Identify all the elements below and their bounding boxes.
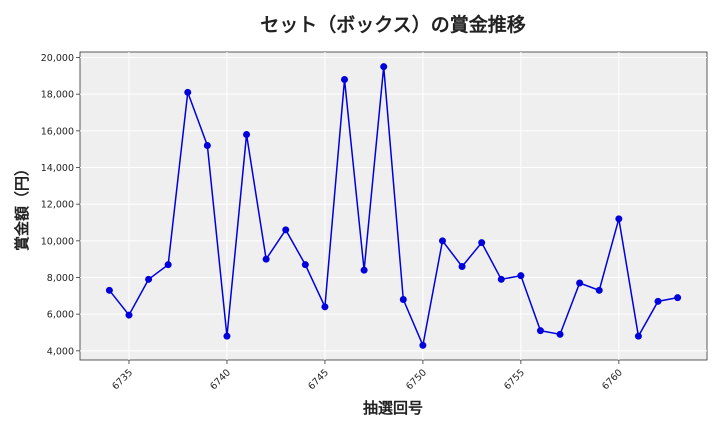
data-point bbox=[105, 286, 113, 294]
grid-lines bbox=[80, 52, 707, 360]
data-point bbox=[145, 275, 153, 283]
data-point bbox=[184, 88, 192, 96]
plot-area bbox=[79, 51, 708, 361]
data-point bbox=[478, 239, 486, 247]
x-tick-label: 6760 bbox=[600, 367, 625, 392]
data-point bbox=[576, 279, 584, 287]
data-point bbox=[458, 263, 466, 270]
data-point bbox=[615, 215, 623, 223]
data-point bbox=[243, 131, 251, 138]
y-tick-label: 8,000 bbox=[47, 273, 74, 284]
y-tick-label: 18,000 bbox=[41, 90, 74, 101]
chart-title: セット（ボックス）の賞金推移 bbox=[260, 13, 525, 36]
data-point bbox=[654, 297, 662, 305]
y-tick-label: 12,000 bbox=[41, 200, 74, 211]
x-tick-label: 6745 bbox=[306, 367, 331, 392]
data-point bbox=[536, 327, 544, 335]
data-point bbox=[321, 303, 329, 311]
data-point bbox=[341, 76, 349, 83]
x-tick-label: 6755 bbox=[502, 367, 527, 392]
y-tick-label: 20,000 bbox=[41, 53, 74, 64]
x-tick-label: 6750 bbox=[404, 367, 429, 392]
data-point bbox=[399, 296, 407, 303]
data-point bbox=[360, 266, 368, 274]
data-point bbox=[497, 275, 505, 283]
data-point bbox=[262, 255, 270, 263]
y-tick-label: 4,000 bbox=[47, 346, 74, 357]
y-tick-label: 6,000 bbox=[47, 310, 74, 321]
data-point bbox=[438, 237, 446, 245]
data-point bbox=[380, 63, 388, 71]
data-point bbox=[125, 311, 133, 319]
data-point bbox=[634, 332, 642, 340]
data-point bbox=[419, 341, 427, 349]
y-tick-label: 16,000 bbox=[41, 126, 74, 137]
data-point bbox=[282, 226, 290, 234]
data-point bbox=[674, 294, 682, 302]
x-tick-label: 6735 bbox=[110, 367, 135, 392]
x-axis-label: 抽選回号 bbox=[363, 399, 423, 417]
y-tick-label: 14,000 bbox=[41, 163, 74, 174]
y-tick-label: 10,000 bbox=[41, 236, 74, 247]
data-point bbox=[164, 261, 172, 269]
data-point bbox=[517, 272, 525, 280]
y-axis-label: 賞金額（円） bbox=[13, 161, 31, 251]
series-layer bbox=[105, 63, 682, 349]
data-point bbox=[556, 330, 564, 338]
data-point bbox=[203, 142, 211, 149]
x-tick-label: 6740 bbox=[208, 367, 233, 392]
data-point bbox=[595, 286, 603, 294]
data-point bbox=[223, 332, 231, 340]
data-point bbox=[301, 261, 309, 269]
